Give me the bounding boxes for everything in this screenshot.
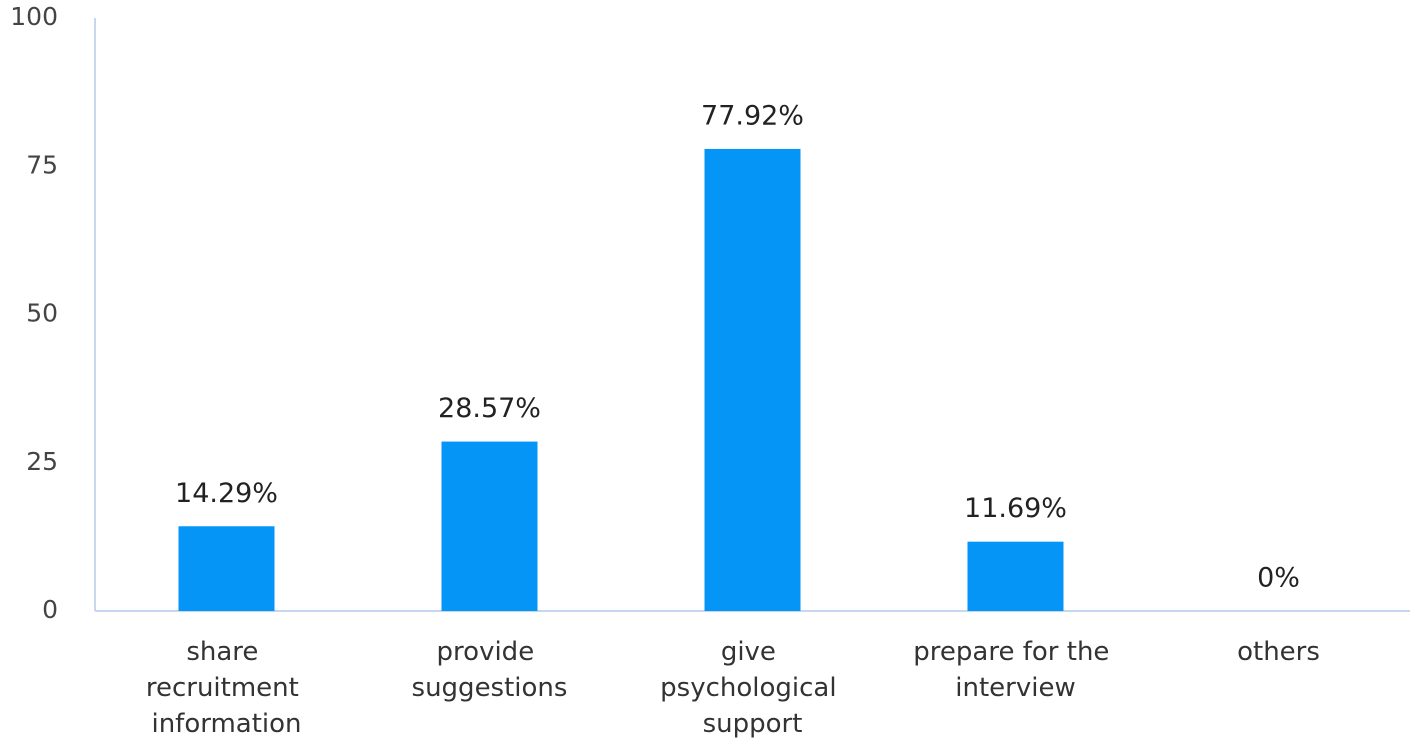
value-label: 0%	[1257, 563, 1300, 594]
bar	[704, 148, 801, 612]
value-label: 14.29%	[175, 478, 278, 509]
y-tick-label: 0	[42, 595, 58, 624]
bar	[178, 526, 275, 611]
x-tick-label: others	[1237, 637, 1320, 667]
bar	[441, 441, 538, 611]
x-tick-label: give psychological support	[660, 637, 845, 739]
value-label: 11.69%	[964, 493, 1067, 524]
x-tick-label: provide suggestions	[412, 637, 568, 703]
x-tick-label: share recruitment information	[146, 637, 307, 739]
y-tick-label: 50	[26, 299, 58, 328]
value-label: 28.57%	[438, 393, 541, 424]
value-label: 77.92%	[701, 100, 804, 131]
bar	[967, 541, 1064, 611]
y-tick-label: 75	[26, 150, 58, 179]
y-tick-label: 100	[10, 2, 58, 31]
x-tick-label: prepare for the interview	[913, 637, 1117, 703]
y-tick-label: 25	[26, 447, 58, 476]
